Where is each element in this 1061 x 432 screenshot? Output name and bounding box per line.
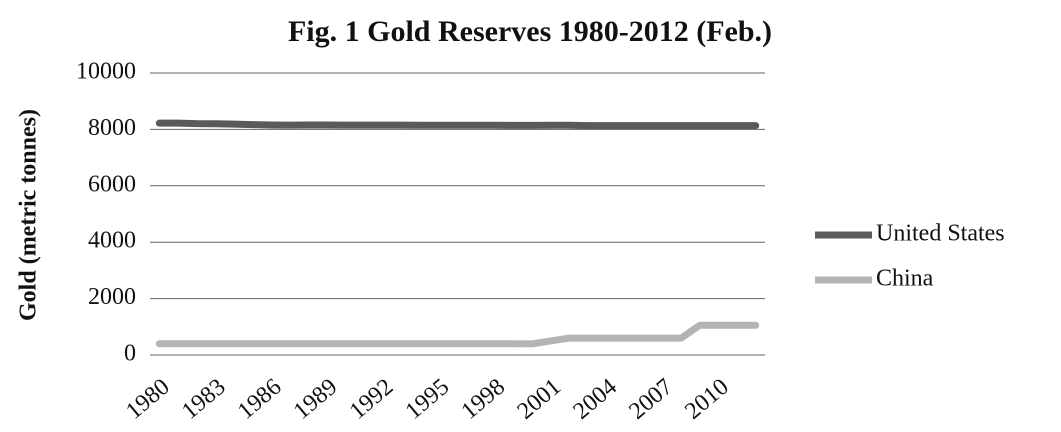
y-tick-label: 8000: [88, 115, 136, 141]
y-tick-label: 4000: [88, 228, 136, 254]
series-line: [155, 119, 760, 130]
legend-label: China: [876, 266, 934, 292]
x-tick-label: 1998: [457, 374, 510, 425]
y-tick-label: 2000: [88, 284, 136, 310]
x-tick-label: 1992: [345, 374, 398, 425]
x-tick-label: 2004: [569, 374, 622, 425]
x-tick-label: 1980: [121, 374, 174, 425]
x-tick-label: 2010: [680, 374, 733, 425]
y-tick-label: 6000: [88, 171, 136, 197]
x-tick-label: 1986: [233, 374, 286, 425]
y-axis-label: Gold (metric tonnes): [16, 109, 42, 321]
chart-title: Fig. 1 Gold Reserves 1980-2012 (Feb.): [288, 15, 772, 48]
x-tick-label: 1995: [401, 374, 454, 425]
legend-label: United States: [876, 221, 1005, 247]
x-tick-label: 1989: [289, 374, 342, 425]
y-tick-label: 0: [124, 341, 136, 367]
x-tick-label: 1983: [177, 374, 230, 425]
series-line: [155, 321, 760, 348]
x-tick-label: 2007: [624, 374, 677, 425]
y-tick-label: 10000: [76, 59, 136, 85]
x-tick-label: 2001: [513, 374, 566, 425]
